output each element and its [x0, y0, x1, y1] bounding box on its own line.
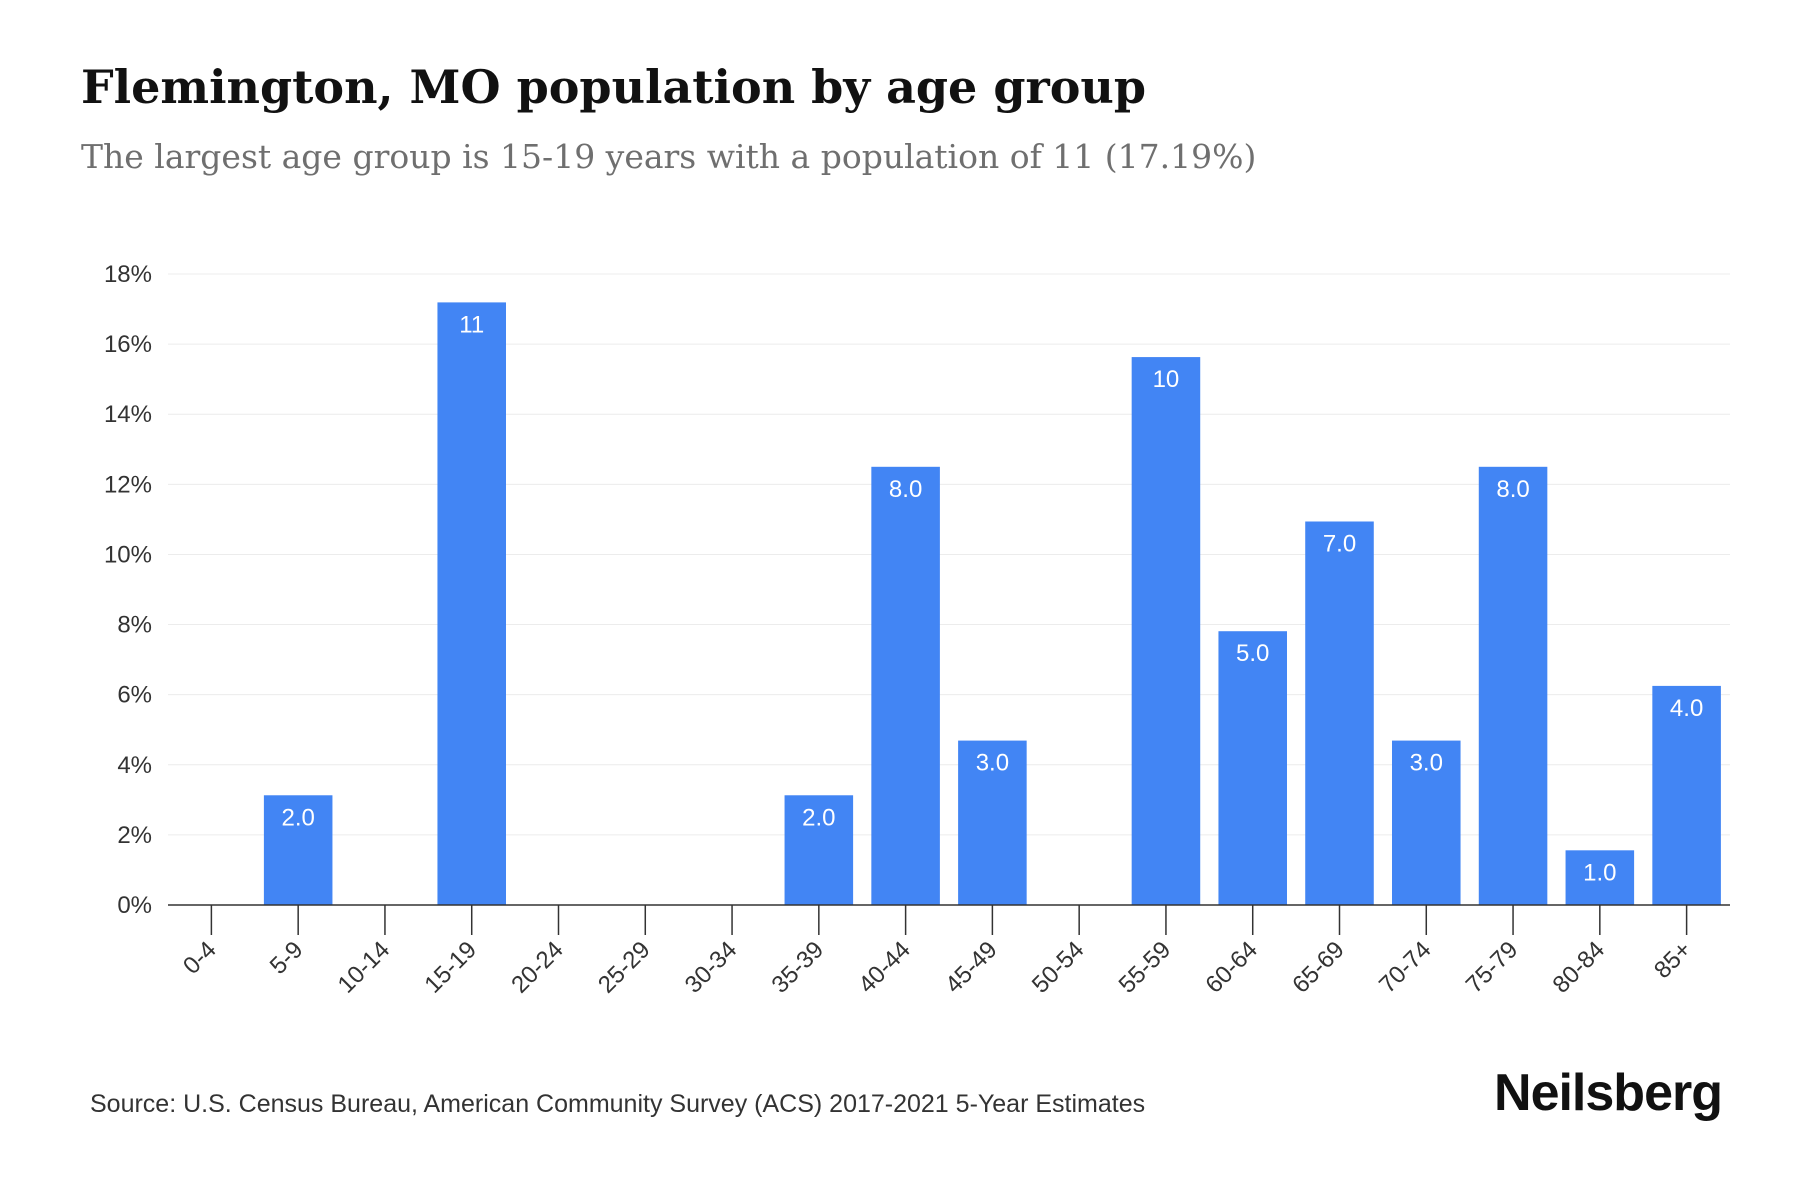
bar-5-9: [263, 795, 333, 905]
y-tick-label: 14%: [104, 401, 152, 428]
y-tick-label: 4%: [117, 752, 152, 779]
bar-value-label: 3.0: [1410, 750, 1443, 777]
x-tick-label: 10-14: [333, 936, 396, 999]
bar-value-label: 10: [1153, 366, 1180, 393]
x-tick-label: 65-69: [1287, 936, 1350, 999]
y-tick-label: 10%: [104, 541, 152, 568]
bar-60-64: [1218, 631, 1287, 905]
bar-80-84: [1565, 850, 1635, 905]
y-tick-label: 0%: [117, 892, 152, 919]
chart-title: Flemington, MO population by age group: [81, 60, 1147, 114]
x-tick-label: 85+: [1649, 936, 1697, 984]
x-tick-label: 45-49: [940, 936, 1003, 999]
bar-55-59: [1131, 357, 1201, 905]
y-axis-ticks: 0% 2% 4% 6% 8% 10% 12% 14% 16% 18%: [104, 261, 152, 919]
y-tick-label: 18%: [104, 261, 152, 288]
bar-65-69: [1305, 521, 1374, 905]
y-tick-label: 16%: [104, 331, 152, 358]
x-tick-label: 60-64: [1200, 936, 1263, 999]
bar-40-44: [871, 466, 940, 905]
x-tick-label: 25-29: [593, 936, 656, 999]
y-tick-label: 12%: [104, 471, 152, 498]
bar-45-49: [958, 740, 1027, 905]
neilsberg-logo: Neilsberg: [1494, 1064, 1723, 1122]
x-tick-label: 30-34: [680, 936, 743, 999]
bar-value-label: 1.0: [1583, 859, 1616, 886]
x-tick-label: 55-59: [1114, 936, 1177, 999]
source-note: Source: U.S. Census Bureau, American Com…: [90, 1090, 1146, 1118]
x-tick-label: 80-84: [1548, 936, 1611, 999]
x-tick-label: 15-19: [419, 936, 482, 999]
bar-value-label: 4.0: [1670, 695, 1703, 722]
x-tick-label: 0-4: [178, 936, 222, 980]
bar-value-label: 2.0: [281, 804, 314, 831]
y-tick-label: 6%: [117, 682, 152, 709]
x-tick-label: 35-39: [767, 936, 830, 999]
bar-value-label: 5.0: [1236, 640, 1269, 667]
bar-35-39: [784, 795, 854, 905]
bar-value-label: 8.0: [889, 476, 922, 503]
bars: 2.0 11 2.0 8.0 3.0 10 5.0 7.0 3.0 8.0 1.0 4.0: [263, 302, 1721, 905]
x-tick-label: 70-74: [1374, 936, 1437, 999]
bar-value-label: 3.0: [976, 750, 1009, 777]
bar-75-79: [1478, 466, 1548, 905]
bar-70-74: [1392, 740, 1461, 905]
x-axis-ticks: 0-4 5-9 10-14 15-19 20-24 25-29 30-34 35-39 40-4…: [178, 905, 1697, 999]
bar-value-label: 2.0: [802, 804, 835, 831]
y-tick-label: 2%: [117, 822, 152, 849]
bar-value-label: 11: [459, 311, 484, 338]
x-tick-label: 5-9: [265, 936, 309, 980]
bar-value-label: 8.0: [1496, 476, 1529, 503]
bar-value-label: 7.0: [1323, 530, 1356, 557]
y-tick-label: 8%: [117, 612, 152, 639]
gridlines: [168, 273, 1730, 836]
x-tick-label: 20-24: [506, 936, 569, 999]
bar-85+: [1652, 685, 1721, 905]
chart-subtitle: The largest age group is 15-19 years wit…: [81, 137, 1257, 176]
x-tick-label: 75-79: [1461, 936, 1524, 999]
x-tick-label: 50-54: [1027, 936, 1090, 999]
x-tick-label: 40-44: [853, 936, 916, 999]
bar-15-19: [437, 302, 506, 905]
